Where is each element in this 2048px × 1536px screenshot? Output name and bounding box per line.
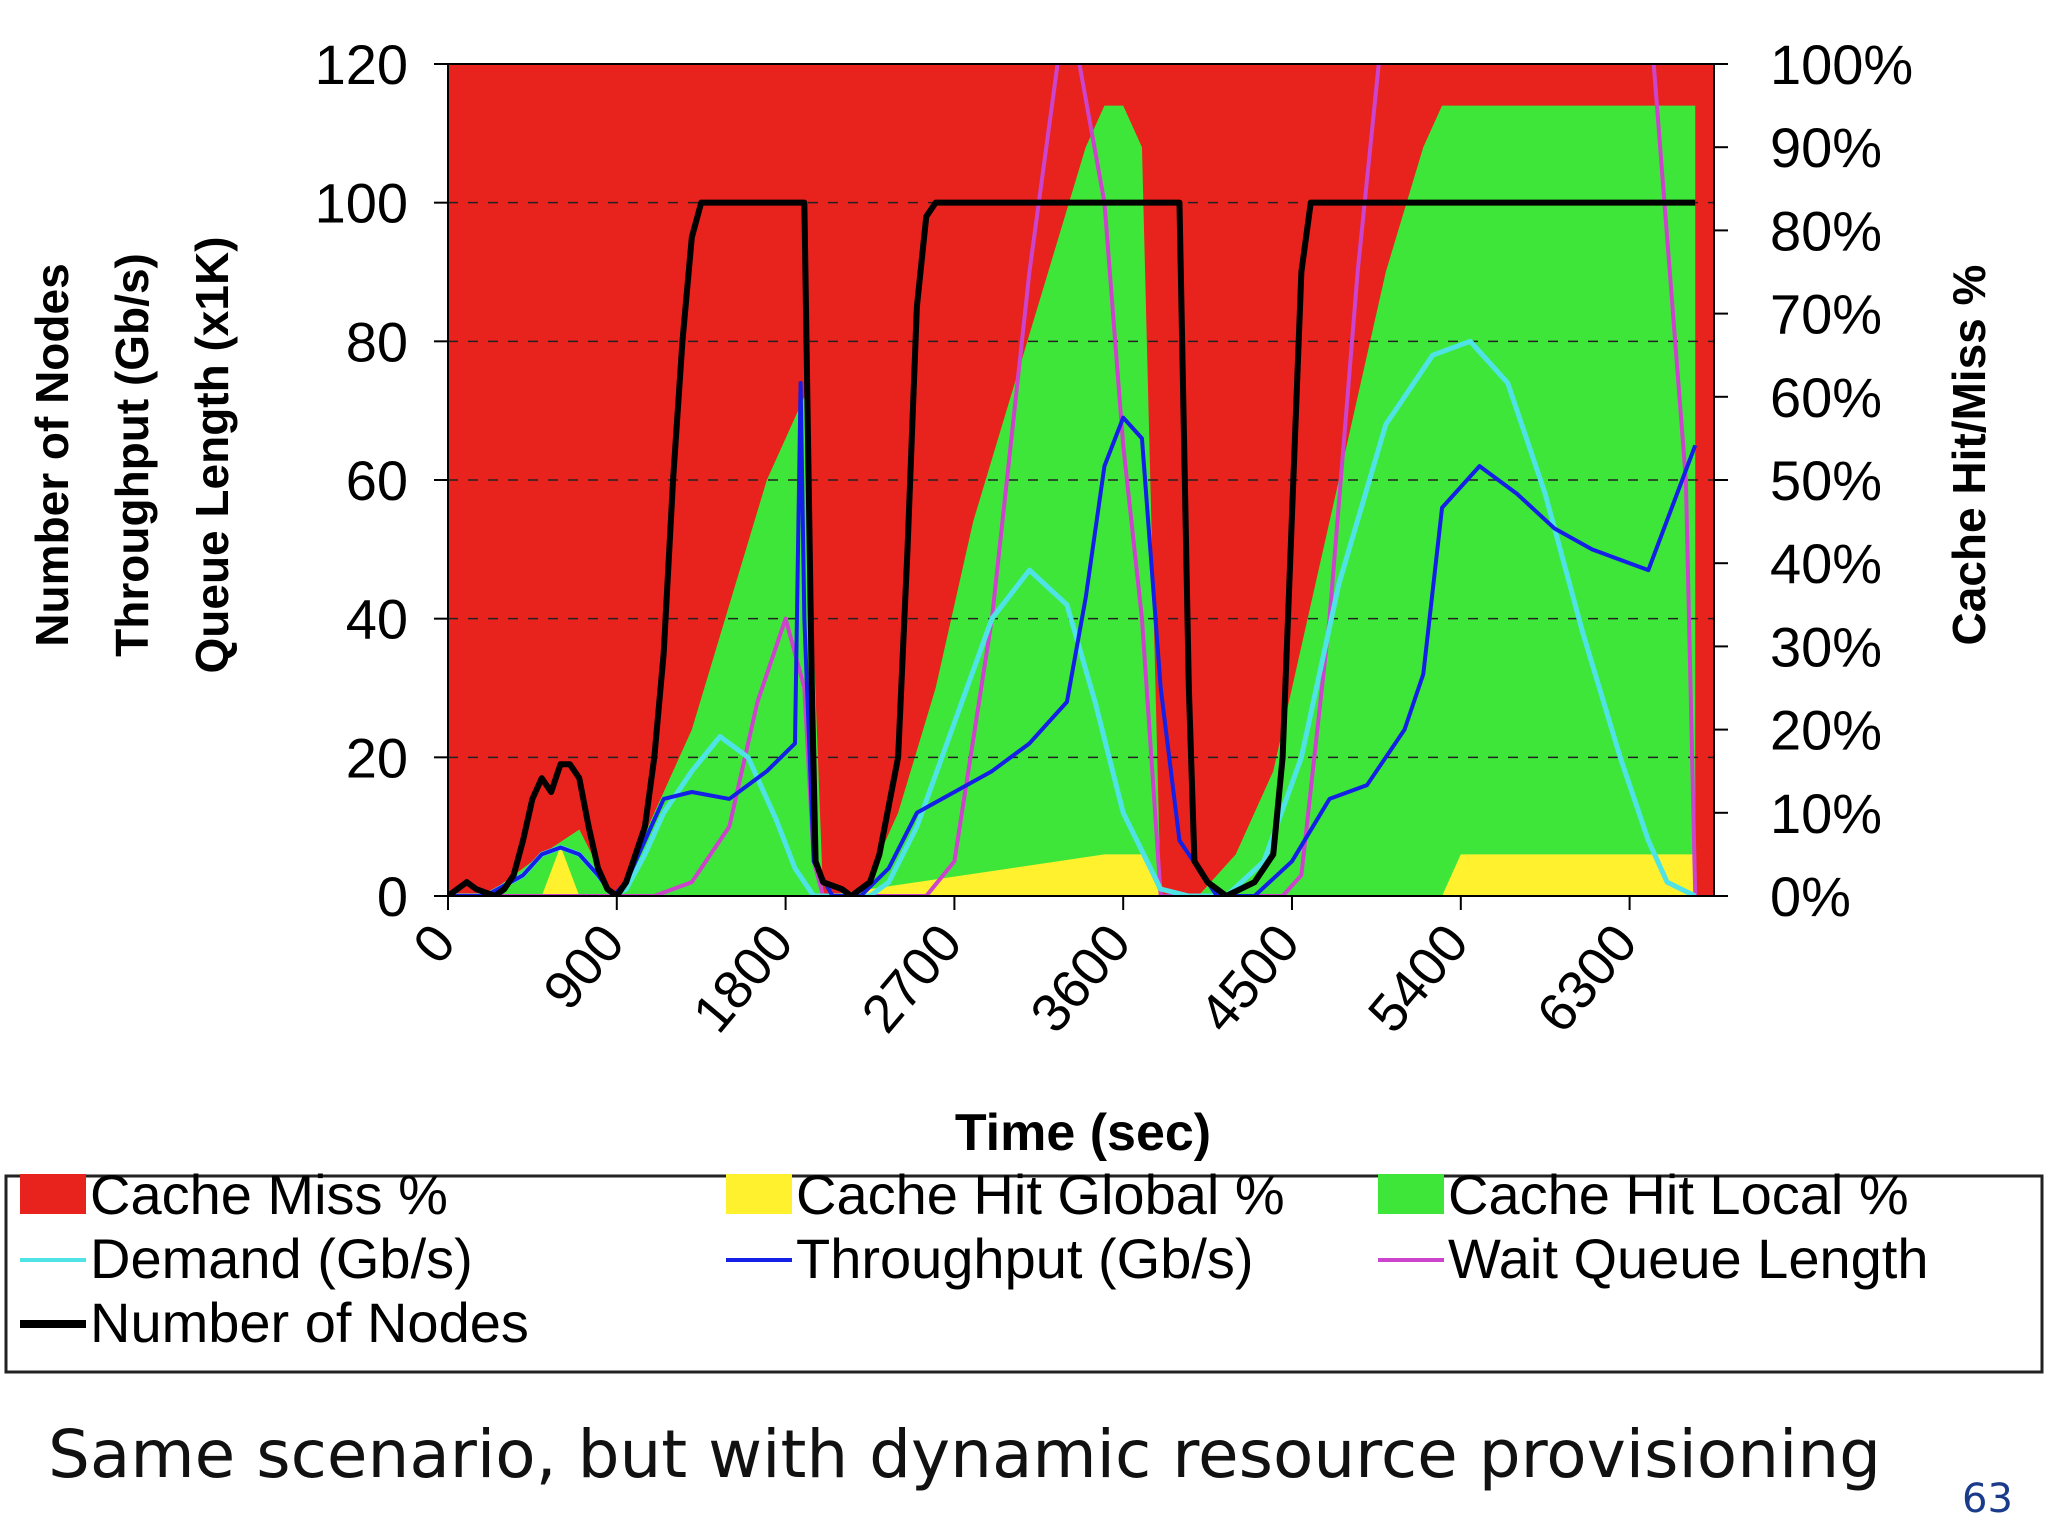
y-right-tick-label: 50% — [1770, 449, 1882, 512]
y-right-tick-label: 10% — [1770, 782, 1882, 845]
x-tick-label: 1800 — [682, 913, 805, 1044]
slide-caption: Same scenario, but with dynamic resource… — [48, 1416, 1882, 1493]
y-right-tick-label: 100% — [1770, 33, 1913, 96]
x-tick-label: 4500 — [1188, 913, 1311, 1044]
plot-area — [447, 63, 1715, 897]
x-tick-label: 6300 — [1526, 913, 1649, 1044]
series-line-wait-queue-length — [448, 64, 1698, 896]
legend-swatch — [726, 1174, 792, 1214]
y-right-tick-label: 0% — [1770, 865, 1851, 928]
y-left-tick-label: 0 — [377, 865, 408, 928]
x-tick-label: 5400 — [1357, 913, 1480, 1044]
y-right-tick-label: 80% — [1770, 199, 1882, 262]
x-axis-label: Time (sec) — [955, 1104, 1211, 1162]
x-tick-label: 0 — [402, 913, 467, 975]
legend-swatch — [1378, 1174, 1444, 1214]
x-tick-label: 900 — [532, 913, 636, 1021]
legend-label: Demand (Gb/s) — [90, 1227, 473, 1290]
x-tick-label: 2700 — [850, 913, 973, 1044]
y-axis-label-throughput: Throughput (Gb/s) — [106, 253, 158, 657]
y-right-tick-label: 60% — [1770, 366, 1882, 429]
legend-label: Number of Nodes — [90, 1291, 529, 1354]
legend-label: Throughput (Gb/s) — [796, 1227, 1254, 1290]
y-left-tick-label: 120 — [315, 33, 408, 96]
series-lines — [448, 64, 1698, 896]
y-right-tick-label: 90% — [1770, 116, 1882, 179]
y-left-tick-label: 60 — [346, 449, 408, 512]
y-right-tick-label: 70% — [1770, 283, 1882, 346]
y-axis-label-nodes: Number of Nodes — [26, 263, 78, 646]
y-left-tick-label: 20 — [346, 726, 408, 789]
x-tick-label: 3600 — [1019, 913, 1142, 1044]
y-left-tick-label: 100 — [315, 172, 408, 235]
y-right-tick-label: 30% — [1770, 615, 1882, 678]
legend-box — [4, 1174, 2044, 1374]
y-axis-label-cache-hit-miss: Cache Hit/Miss % — [1943, 265, 1995, 646]
y-right-tick-label: 40% — [1770, 532, 1882, 595]
legend-swatch — [20, 1174, 86, 1214]
y-right-tick-label: 20% — [1770, 699, 1882, 762]
legend-label: Cache Hit Global % — [796, 1163, 1285, 1226]
series-line-number-of-nodes — [448, 199, 1696, 896]
page-number: 63 — [1962, 1476, 2013, 1522]
legend: Cache Miss % Cache Hit Global % Cache Hit … — [4, 1163, 2044, 1374]
cache-hit-global-area — [448, 846, 1696, 896]
legend-label: Wait Queue Length — [1448, 1227, 1928, 1290]
legend-label: Cache Hit Local % — [1448, 1163, 1909, 1226]
y-left-tick-label: 80 — [346, 310, 408, 373]
legend-label: Cache Miss % — [90, 1163, 448, 1226]
y-axis-label-queue-length: Queue Length (x1K) — [186, 236, 238, 673]
y-left-tick-label: 40 — [346, 588, 408, 651]
